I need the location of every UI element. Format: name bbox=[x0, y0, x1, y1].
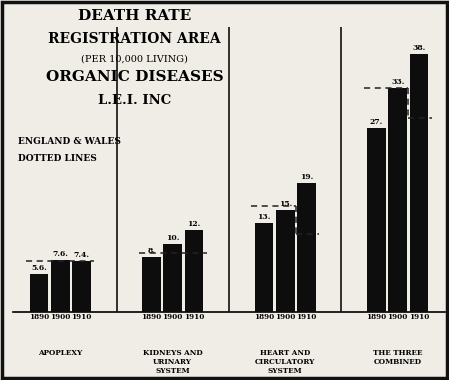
Text: 7.6.: 7.6. bbox=[53, 250, 68, 258]
Bar bbox=[185, 230, 203, 312]
Text: 15.: 15. bbox=[278, 200, 292, 208]
Text: KIDNEYS AND
URINARY
SYSTEM: KIDNEYS AND URINARY SYSTEM bbox=[143, 349, 202, 375]
Text: 33.: 33. bbox=[391, 78, 405, 86]
Bar bbox=[388, 88, 407, 312]
Bar bbox=[297, 183, 316, 312]
Bar bbox=[255, 223, 273, 312]
Text: (PER 10,000 LIVING): (PER 10,000 LIVING) bbox=[81, 54, 188, 63]
Text: L.E.I. INC: L.E.I. INC bbox=[98, 94, 172, 107]
Text: REGISTRATION AREA: REGISTRATION AREA bbox=[48, 32, 221, 46]
Bar bbox=[276, 210, 295, 312]
Text: 7.4.: 7.4. bbox=[74, 251, 90, 260]
Text: 13.: 13. bbox=[257, 213, 271, 221]
Text: DOTTED LINES: DOTTED LINES bbox=[18, 154, 97, 163]
Text: THE THREE
COMBINED: THE THREE COMBINED bbox=[373, 349, 423, 366]
Bar bbox=[51, 260, 70, 312]
Bar bbox=[163, 244, 182, 312]
Text: APOPLEXY: APOPLEXY bbox=[38, 349, 83, 357]
Text: 5.6.: 5.6. bbox=[31, 264, 47, 272]
Bar bbox=[409, 54, 428, 312]
Bar bbox=[72, 261, 91, 312]
Text: 10.: 10. bbox=[166, 234, 180, 242]
Text: 19.: 19. bbox=[300, 173, 313, 180]
Text: 8.: 8. bbox=[148, 247, 155, 255]
Text: 27.: 27. bbox=[370, 118, 383, 127]
Bar bbox=[367, 128, 386, 312]
Text: ENGLAND & WALES: ENGLAND & WALES bbox=[18, 137, 121, 146]
Bar bbox=[142, 257, 161, 312]
Bar bbox=[30, 274, 48, 312]
Text: DEATH RATE: DEATH RATE bbox=[78, 10, 191, 24]
Text: 38.: 38. bbox=[412, 44, 426, 52]
Text: ORGANIC DISEASES: ORGANIC DISEASES bbox=[46, 70, 224, 84]
Text: 12.: 12. bbox=[187, 220, 201, 228]
Text: HEART AND
CIRCULATORY
SYSTEM: HEART AND CIRCULATORY SYSTEM bbox=[255, 349, 315, 375]
